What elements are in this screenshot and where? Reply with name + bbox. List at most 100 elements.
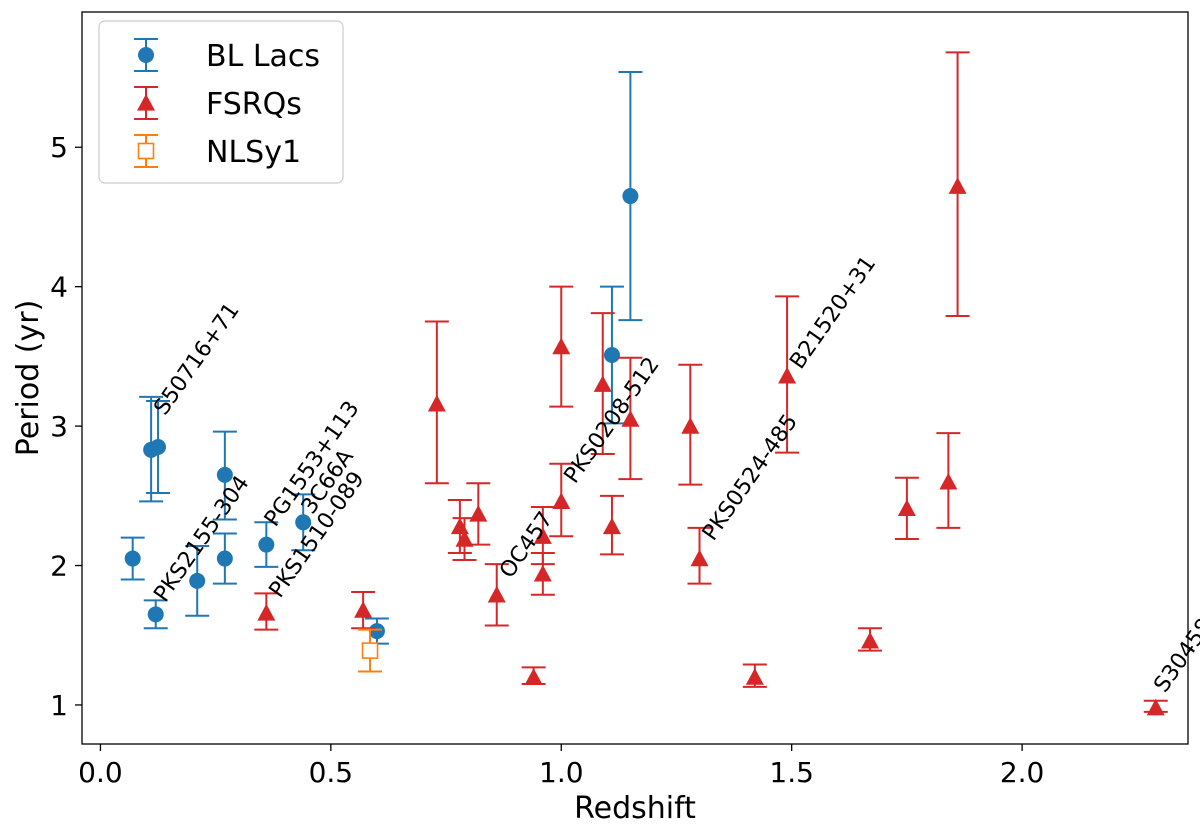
marker: [450, 517, 469, 535]
marker: [552, 492, 571, 510]
marker: [778, 366, 797, 384]
data-point: [212, 532, 237, 585]
marker: [455, 530, 474, 547]
legend-label: NLSy1: [206, 135, 301, 170]
data-point: [424, 320, 449, 485]
legend-entry: BL Lacs: [134, 38, 320, 74]
x-axis-label: Redshift: [574, 791, 696, 826]
data-point: [1143, 698, 1168, 716]
legend-marker: [137, 142, 155, 160]
data-point: [185, 545, 210, 617]
series-bl-lacs: [120, 70, 643, 645]
annotation-label: OC457: [495, 507, 558, 583]
annotation-label: B21520+31: [785, 252, 881, 374]
marker: [368, 623, 385, 640]
data-point: [212, 430, 237, 521]
plot-frame: [81, 11, 1189, 745]
data-point: [936, 432, 961, 529]
data-point: [775, 295, 800, 454]
data-point: [358, 628, 383, 673]
data-point: [146, 400, 171, 495]
marker: [216, 466, 233, 483]
data-point: [351, 591, 376, 630]
marker: [681, 417, 700, 434]
marker: [150, 439, 167, 456]
y-tick-label: 5: [50, 131, 68, 164]
marker: [745, 668, 764, 685]
marker: [189, 572, 206, 589]
marker: [533, 527, 552, 544]
annotation-label: S50716+71: [149, 299, 244, 420]
data-point: [678, 363, 703, 486]
legend-box: [98, 20, 344, 184]
marker: [487, 585, 506, 603]
marker: [552, 337, 571, 355]
data-point: [599, 494, 624, 556]
marker: [469, 504, 488, 522]
point-annotations: S50716+71PKS2155-304PG1553+1133C66APKS15…: [149, 252, 1200, 698]
chart-marks: [120, 51, 1168, 716]
data-point: [590, 312, 615, 455]
data-point: [254, 592, 279, 631]
marker: [603, 346, 620, 363]
marker: [593, 375, 612, 392]
y-tick-label: 4: [50, 271, 68, 304]
marker: [948, 177, 967, 194]
data-point: [254, 521, 279, 568]
data-point: [549, 462, 574, 538]
data-point: [549, 285, 574, 408]
marker: [427, 394, 446, 412]
marker: [147, 606, 164, 623]
marker: [216, 550, 233, 567]
y-tick-label: 2: [50, 550, 68, 583]
marker: [939, 472, 958, 490]
data-point: [687, 526, 712, 585]
data-point: [599, 285, 624, 425]
data-point: [143, 599, 168, 630]
data-point: [945, 51, 970, 317]
data-point: [618, 70, 643, 322]
data-point: [291, 493, 316, 552]
marker: [690, 549, 709, 567]
data-point: [466, 482, 491, 546]
marker: [124, 550, 141, 567]
marker: [533, 564, 552, 582]
marker: [621, 410, 640, 427]
data-point: [484, 563, 509, 627]
series-fsrqs: [254, 51, 1168, 716]
data-point: [894, 476, 919, 541]
x-tick-label: 1.5: [769, 756, 814, 789]
marker: [861, 631, 880, 649]
marker: [897, 499, 916, 517]
data-point: [120, 536, 145, 581]
legend-entry: FSRQs: [134, 86, 302, 122]
legend-marker: [137, 94, 155, 111]
marker: [354, 601, 373, 618]
marker: [361, 642, 379, 659]
marker: [524, 668, 543, 685]
marker: [622, 188, 639, 205]
annotation-label: PKS0524-485: [698, 410, 803, 545]
marker: [258, 536, 275, 553]
x-tick-label: 2.0: [1000, 756, 1045, 789]
y-tick-label: 1: [50, 689, 68, 722]
marker: [295, 514, 312, 531]
legend-marker: [138, 47, 154, 63]
data-point: [742, 663, 767, 688]
legend-entry: NLSy1: [134, 134, 301, 170]
y-tick-label: 3: [50, 410, 68, 443]
x-tick-label: 1.0: [539, 756, 584, 789]
data-point: [521, 666, 546, 686]
data-point: [364, 617, 389, 645]
legend: BL Lacs FSRQs NLSy1: [98, 20, 344, 184]
marker: [257, 603, 276, 621]
y-axis-label: Period (yr): [11, 300, 46, 457]
marker: [1146, 698, 1165, 716]
legend-label: BL Lacs: [206, 39, 320, 74]
legend-label: FSRQs: [206, 87, 302, 122]
data-point: [530, 551, 555, 596]
series-nlsy1: [358, 628, 383, 673]
marker: [602, 517, 621, 535]
x-tick-label: 0.0: [78, 756, 123, 789]
